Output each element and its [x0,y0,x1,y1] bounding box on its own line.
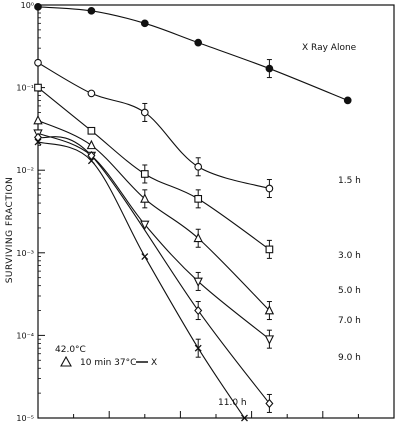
curve-label: 9.0 h [338,353,361,363]
legend-entry-suffix: X [151,358,157,368]
point-circle [34,58,42,67]
point-cross [194,344,202,352]
point-circle [265,184,274,193]
x-axis-ticks [37,411,395,418]
point-triangle [33,114,43,125]
point-inverted-triangle [140,220,150,231]
point-triangle [193,232,203,243]
point-circle [194,162,203,171]
point-diamond [265,398,274,409]
curve-label: 1.5 h [338,176,361,186]
point-diamond [87,151,96,161]
point-filled-circle [265,64,274,73]
curve-labels: X Ray Alone 1.5 h 3.0 h 5.0 h 7.0 h 9.0 h 11.0… [218,43,361,408]
y-axis-title: SURVIVING FRACTION [5,177,15,284]
curve-label: 7.0 h [338,316,361,326]
y-tick-label: 10⁻³ [16,249,34,258]
point-square [34,83,42,92]
curve-label: 3.0 h [338,251,361,261]
point-square [194,194,203,203]
point-filled-circle [87,6,96,15]
point-cross [34,138,42,146]
y-tick-label: 10⁻⁴ [16,331,34,340]
point-cross [141,253,149,261]
point-filled-circle [34,2,42,11]
legend: 42.0°C 10 min 37°C X [55,345,157,368]
data-points [33,2,352,422]
point-cross [87,157,95,165]
fit-curves [37,6,348,419]
legend-triangle-marker [60,355,72,367]
point-triangle [264,305,275,315]
y-tick-label: 10⁻² [16,166,34,175]
point-inverted-triangle [264,335,275,345]
point-diamond [194,305,203,316]
curve-label: 11.0 h [218,398,247,408]
curve-1-5-h [37,62,270,190]
point-circle [140,108,149,117]
curve-label: X Ray Alone [302,43,357,53]
point-filled-circle [343,96,352,105]
point-filled-circle [194,38,203,47]
y-axis-ticks: 10⁰ 10⁻¹ 10⁻² 10⁻³ 10⁻⁴ 10⁻⁵ [16,1,45,423]
legend-entry: 10 min 37°C [80,358,136,368]
point-inverted-triangle [193,277,203,287]
point-square [265,245,274,254]
legend-title: 42.0°C [55,345,86,355]
point-cross [241,414,248,422]
point-filled-circle [140,19,149,28]
curve-11-0-h [37,141,245,419]
point-triangle [86,139,97,150]
point-triangle [140,193,150,203]
point-circle [87,89,96,98]
point-square [87,126,96,135]
curve-3-0-h [37,87,270,250]
y-tick-label: 10⁰ [21,1,34,10]
curve-label: 5.0 h [338,286,361,296]
y-tick-label: 10⁻⁵ [16,414,34,423]
curve-x-ray-alone [37,6,348,101]
point-square [140,170,149,178]
curve-7-0-h [37,132,270,340]
y-tick-label: 10⁻¹ [16,84,34,93]
curve-9-0-h [37,136,270,404]
